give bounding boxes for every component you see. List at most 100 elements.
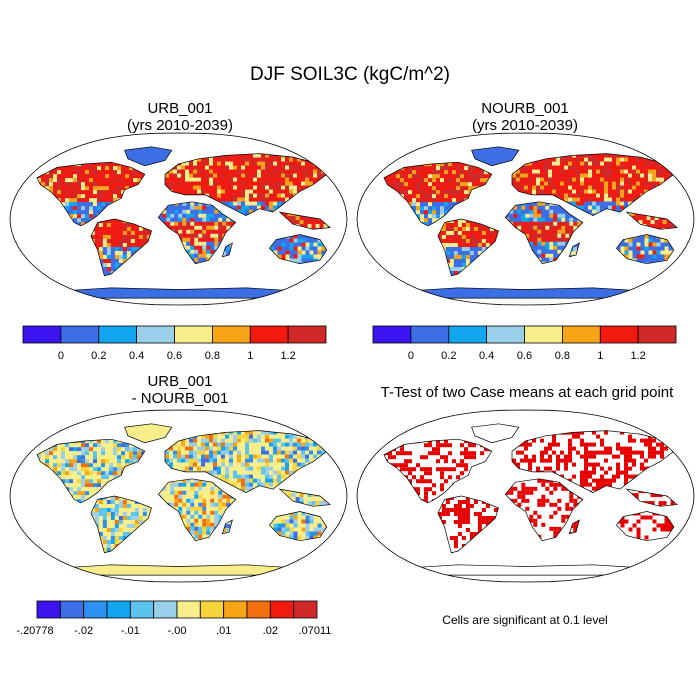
colorbar-swatch (293, 600, 318, 619)
coastline-seasia (625, 211, 678, 230)
panel-title-urb: URB_001 (yrs 2010-2039) (75, 100, 285, 134)
colorbar-tick-label: 0.2 (91, 350, 106, 362)
colorbar-swatch (269, 600, 294, 619)
map-outline-nourb (356, 132, 695, 306)
continent-southAmerica (90, 219, 152, 276)
significance-note: Cells are significant at 0.1 level (442, 613, 608, 627)
colorbar-swatch (176, 600, 201, 619)
continent-africa (505, 478, 583, 541)
colorbar-swatch (599, 325, 639, 344)
colorbar-swatch (246, 600, 271, 619)
colorbar-tick-label: 0 (408, 350, 414, 362)
colorbar-swatch (136, 325, 175, 344)
panel-title-nourb-line1: NOURB_001 (481, 100, 569, 117)
map-panel-ttest (356, 409, 695, 583)
continent-africa (158, 201, 236, 264)
panel-title-nourb-line2: (yrs 2010-2039) (472, 117, 578, 134)
colorbar-tick-label: 1.2 (280, 350, 295, 362)
colorbar-tick-label: 0.6 (517, 350, 532, 362)
panel-title-ttest: T-Test of two Case means at each grid po… (352, 384, 700, 401)
coastline-africa (504, 201, 584, 265)
coastline-greenland (471, 146, 520, 167)
continent-africa (158, 478, 236, 541)
coastline-australia (269, 511, 328, 542)
figure-title: DJF SOIL3C (kgC/m^2) (249, 64, 450, 85)
colorbar-diff: -.20778 -.02 -.01 -.00 .01 .02 .07011 (16, 600, 332, 637)
coastline-eurasia (511, 430, 675, 493)
coastline-southAmerica (437, 495, 499, 554)
coastline-seasia (278, 211, 331, 230)
colorbar-swatch (153, 600, 178, 619)
colorbar-swatch (287, 325, 327, 344)
coastline-northAmerica (36, 438, 146, 504)
panel-title-nourb: NOURB_001 (yrs 2010-2039) (420, 100, 630, 134)
colorbar-tick-label: 1.2 (630, 350, 645, 362)
colorbar-tick-label: 0.2 (441, 350, 456, 362)
continent-greenland (471, 423, 519, 443)
colorbar-swatch (174, 325, 213, 344)
colorbar-tick-label: 0.6 (167, 350, 182, 362)
coastline-seasia (625, 488, 678, 507)
colorbar-swatch (486, 325, 525, 344)
map-outline-ttest (356, 409, 695, 583)
continent-antarctica (397, 564, 654, 576)
coastline-madagascar (568, 519, 580, 535)
panel-title-ttest-line1: T-Test of two Case means at each grid po… (380, 384, 674, 401)
colorbar-swatch (129, 600, 155, 619)
continent-antarctica (50, 287, 307, 299)
map-panel-diff (9, 409, 348, 583)
panel-title-urb-line2: (yrs 2010-2039) (127, 117, 233, 134)
coastline-madagascar (221, 242, 233, 258)
continent-southAmerica (437, 219, 499, 276)
map-panel-nourb (356, 132, 695, 306)
coastline-eurasia (164, 153, 328, 216)
continent-southAmerica (90, 496, 152, 553)
coastline-africa (157, 478, 237, 542)
colorbar-swatch (372, 325, 412, 344)
continent-antarctica (397, 287, 654, 299)
colorbar-tick-label: .07011 (299, 625, 332, 637)
continent-eurasia (165, 430, 327, 493)
colorbar-swatch (106, 600, 131, 619)
colorbar-swatch (211, 325, 251, 344)
colorbar-swatch (524, 325, 563, 344)
continent-antarctica (50, 564, 307, 576)
colorbar-swatch (223, 600, 248, 619)
coastline-australia (616, 234, 675, 265)
colorbar-swatch (410, 325, 450, 344)
continent-southAmerica (437, 496, 499, 553)
coastline-southAmerica (90, 218, 152, 277)
coastline-southAmerica (90, 495, 152, 554)
coastline-australia (616, 511, 675, 542)
coastline-africa (157, 201, 237, 265)
panel-title-diff: URB_001 - NOURB_001 (75, 373, 285, 407)
colorbar-swatch (637, 325, 677, 344)
colorbar-tick-label: 0.8 (205, 350, 220, 362)
map-fill-ttest (383, 423, 678, 576)
colorbar-tick-label: 0 (58, 350, 64, 362)
colorbar-swatch (83, 600, 108, 619)
panel-title-urb-line1: URB_001 (147, 100, 213, 117)
continent-greenland (124, 423, 172, 443)
coastline-northAmerica (383, 438, 493, 504)
coastline-greenland (124, 146, 173, 167)
colorbar-swatch (36, 600, 61, 619)
coastline-australia (269, 234, 328, 265)
colorbar-tick-label: .01 (216, 625, 231, 637)
continent-greenland (471, 146, 519, 166)
coastline-madagascar (221, 519, 233, 535)
panel-title-diff-line1: URB_001 (147, 373, 213, 390)
colorbar-swatch (98, 325, 138, 344)
coastline-eurasia (164, 430, 328, 493)
continent-africa (505, 201, 583, 264)
colorbar-swatch (249, 325, 289, 344)
colorbar-nourb: 0 0.2 0.4 0.6 0.8 1 1.2 (372, 325, 677, 362)
colorbar-tick-label: -.00 (168, 625, 187, 637)
colorbar-swatch (60, 325, 100, 344)
colorbar-tick-label: .02 (263, 625, 278, 637)
colorbar-tick-label: 1 (247, 350, 253, 362)
coastline-eurasia (511, 153, 675, 216)
coastline-greenland (471, 423, 520, 444)
map-outline-diff (9, 409, 348, 583)
